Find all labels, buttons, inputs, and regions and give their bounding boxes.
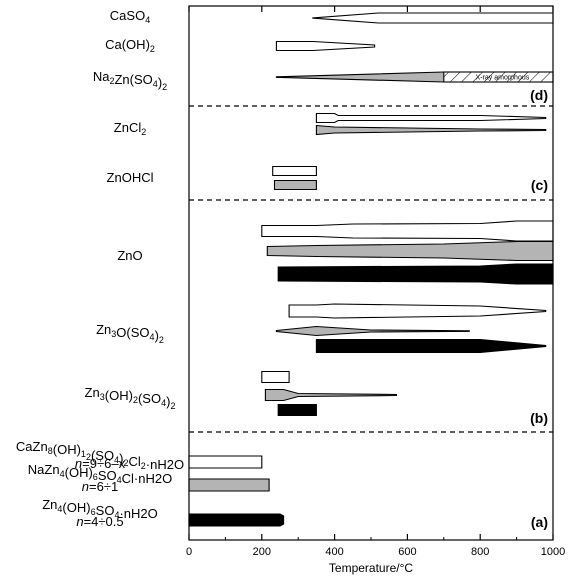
- row-label-nazn4-oh-6so4cl-nh2o: NaZn4(OH)6SO4Cl·nH2O: [28, 462, 172, 486]
- panel-label: (d): [530, 87, 548, 103]
- band-caso4-white: [312, 12, 554, 24]
- row-label-caso4: CaSO4: [110, 8, 150, 25]
- band-zn4-oh-6so4-nh2o-black: [188, 513, 285, 527]
- band-zn3o-so4-2-grey: [275, 325, 470, 337]
- band-zn3o-so4-2-black: [315, 338, 547, 354]
- band-zno-grey: [266, 240, 554, 262]
- row-label-zn4-oh-6so4-nh2o: Zn4(OH)6SO4·nH2O: [42, 497, 158, 521]
- x-ray-amorphous-label: X-ray amorphous: [476, 75, 530, 82]
- x-tick-label: 400: [325, 546, 343, 558]
- band-zno-white: [261, 220, 554, 242]
- x-tick-label: 200: [253, 546, 271, 558]
- band-znohcl-grey: [273, 179, 317, 191]
- band-zn3-oh-2-so4-2-grey: [264, 388, 398, 402]
- row-sublabel: n=4÷0.5: [76, 514, 123, 529]
- band-zn3o-so4-2-white: [288, 303, 547, 319]
- band-znohcl-white: [272, 165, 317, 177]
- band-ca-oh-2-white: [275, 40, 376, 52]
- row-label-zn3o-so4-2: Zn3O(SO4)2: [96, 322, 164, 345]
- x-axis-label: Temperature/°C: [329, 561, 413, 575]
- row-label-ca-oh-2: Ca(OH)2: [105, 37, 155, 54]
- row-label-na2zn-so4-2: Na2Zn(SO4)2: [93, 69, 167, 92]
- x-tick-label: 1000: [541, 546, 565, 558]
- band-nazn4-oh-6so4cl-nh2o-grey: [188, 478, 270, 492]
- band-zn3-oh-2-so4-2-white: [261, 370, 290, 384]
- band-zncl2-white: [315, 112, 547, 124]
- band-zncl2-grey: [315, 124, 547, 136]
- row-label-zncl2: ZnCl2: [114, 120, 146, 137]
- band-zn3-oh-2-so4-2-black: [277, 403, 317, 417]
- row-sublabel: n=6÷1: [82, 479, 118, 494]
- row-label-znohcl: ZnOHCl: [107, 170, 154, 185]
- x-tick-label: 800: [471, 546, 489, 558]
- x-tick-label: 0: [186, 546, 192, 558]
- row-sublabel: n=9÷6–x: [75, 456, 126, 471]
- row-label-zn3-oh-2-so4-2: Zn3(OH)2(SO4)2: [85, 385, 176, 411]
- panel-label: (a): [531, 514, 548, 530]
- band-cazn8-oh-12-so4-2cl2-nh2o-white: [188, 455, 263, 469]
- x-tick-label: 600: [398, 546, 416, 558]
- row-label-cazn8-oh-12-so4-2cl2-nh2o: CaZn8(OH)12(SO4)2Cl2·nH2O: [16, 439, 184, 472]
- row-label-zno: ZnO: [117, 248, 142, 263]
- panel-label: (c): [531, 177, 548, 193]
- band-zno-black: [277, 263, 554, 285]
- panel-label: (b): [530, 410, 548, 426]
